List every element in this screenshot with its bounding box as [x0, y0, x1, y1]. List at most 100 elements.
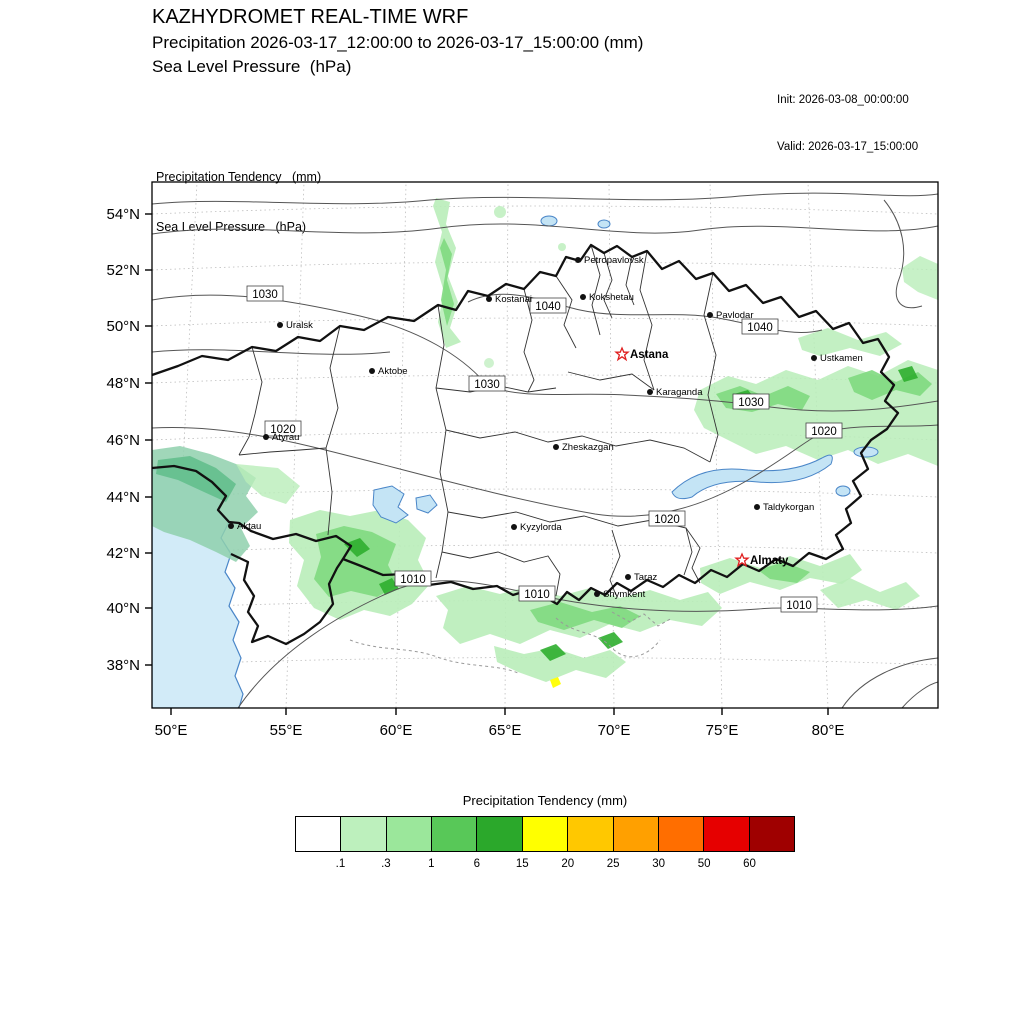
svg-text:1020: 1020	[654, 514, 680, 526]
axis-ticks	[145, 213, 829, 715]
precip-cell	[440, 238, 454, 326]
country-border	[152, 243, 900, 646]
lon-label: 65°E	[489, 722, 522, 739]
city-marker-karaganda: Karaganda	[647, 387, 703, 398]
city-dot	[553, 444, 559, 450]
colorbar-tick: 30	[652, 858, 666, 870]
precip-cell	[758, 562, 810, 583]
city-dot	[707, 312, 713, 318]
city-marker-zheskazgan: Zheskazgan	[553, 442, 614, 453]
capital-label: Astana	[630, 349, 669, 361]
svg-text:1030: 1030	[252, 289, 278, 301]
city-marker-ustkamen: Ustkamen	[811, 353, 863, 364]
lat-label: 52°N	[106, 262, 140, 279]
isobar-label: 1010	[518, 585, 556, 602]
city-marker-uralsk: Uralsk	[277, 320, 313, 331]
city-label: Petropavlovsk	[584, 255, 644, 266]
colorbar-title: Precipitation Tendency (mm)	[462, 793, 628, 808]
precip-cell	[530, 602, 640, 630]
isobar-label: 1040	[529, 297, 567, 314]
colorbar-cell	[613, 817, 659, 851]
capital-marker-almaty: Almaty	[734, 552, 789, 568]
precip-cell	[494, 646, 626, 682]
lakes	[372, 215, 879, 524]
colorbar-cell	[704, 817, 750, 851]
precip-cell	[344, 538, 370, 557]
precip-cell	[598, 632, 623, 649]
city-marker-taraz: Taraz	[625, 572, 657, 583]
precip-cell	[540, 644, 566, 661]
colorbar-tick: 20	[561, 858, 575, 870]
lat-axis-labels: 54°N 52°N 50°N 48°N 46°N 44°N 42°N 40°N …	[106, 206, 140, 674]
colorbar-tick: .3	[381, 858, 391, 870]
city-label: Zheskazgan	[562, 442, 614, 453]
lat-label: 44°N	[106, 489, 140, 506]
city-marker-atyrau: Atyrau	[263, 432, 299, 443]
capital-star-icon	[614, 346, 630, 362]
product-title: KAZHYDROMET REAL-TIME WRF	[152, 6, 469, 28]
isobar-label: 1030	[468, 375, 506, 392]
colorbar-cell	[296, 817, 342, 851]
colorbar-tick: 60	[743, 858, 756, 870]
colorbar-tick: 6	[473, 858, 480, 870]
init-time: Init: 2026-03-08_00:00:00	[777, 94, 909, 107]
city-dot	[228, 523, 234, 529]
precip-cell	[798, 328, 902, 356]
valid-time: Valid: 2026-03-17_15:00:00	[777, 140, 919, 153]
lake-alakol	[835, 485, 851, 497]
city-marker-petropavlovsk: Petropavlovsk	[575, 255, 644, 266]
city-label: Aktau	[237, 521, 261, 532]
lon-label: 75°E	[706, 722, 739, 739]
city-dot	[511, 524, 517, 530]
colorbar-tick: 25	[606, 858, 620, 870]
isobar-label: 1010	[780, 596, 818, 613]
svg-text:1020: 1020	[811, 426, 837, 438]
isobar-labels: 1030 1040 1040 1030 1030 1020 1020 1020 …	[246, 285, 843, 613]
city-marker-kyzylorda: Kyzylorda	[511, 522, 562, 533]
neighbor-borders	[349, 611, 673, 675]
colorbar-ticks: .1 .3 1 6 15 20 25 30 50 60	[295, 858, 795, 876]
capitals: Astana Almaty	[614, 346, 789, 568]
precipitation-shading	[152, 198, 938, 688]
lat-label: 50°N	[106, 318, 140, 335]
lat-label: 46°N	[106, 432, 140, 449]
precip-cell	[902, 256, 938, 300]
svg-text:1010: 1010	[786, 600, 812, 612]
lat-label: 38°N	[106, 657, 140, 674]
city-dot	[575, 257, 581, 263]
slp-subtitle: Sea Level Pressure (hPa)	[152, 57, 352, 76]
legend-precip-line: Precipitation Tendency (mm)	[156, 169, 322, 184]
city-label: Pavlodar	[716, 310, 754, 321]
precip-cell	[558, 243, 566, 251]
lat-label: 54°N	[106, 206, 140, 223]
city-marker-kostanai: Kostanai	[486, 294, 532, 305]
precip-cell	[236, 464, 300, 504]
colorbar-cell	[522, 817, 569, 851]
colorbar	[295, 816, 795, 852]
city-label: Atyrau	[272, 432, 299, 443]
lat-label: 40°N	[106, 600, 140, 617]
city-marker-aktobe: Aktobe	[369, 366, 408, 377]
colorbar-cell	[432, 817, 478, 851]
isobar-label: 1040	[741, 318, 779, 335]
city-dot	[754, 504, 760, 510]
city-label: Taldykorgan	[763, 502, 814, 513]
city-label: Karaganda	[656, 387, 703, 398]
city-dot	[263, 434, 269, 440]
city-marker-kokshetau: Kokshetau	[580, 292, 634, 303]
isobar-label: 1030	[732, 393, 770, 410]
isobar-label: 1020	[805, 422, 843, 439]
oblast-borders	[238, 244, 719, 597]
lat-label: 42°N	[106, 545, 140, 562]
city-label: Aktobe	[378, 366, 408, 377]
city-label: Kostanai	[495, 294, 532, 305]
precip-cell	[550, 677, 561, 688]
city-label: Uralsk	[286, 320, 313, 331]
colorbar-cell	[386, 817, 433, 851]
svg-text:1020: 1020	[270, 424, 296, 436]
svg-text:1040: 1040	[747, 322, 773, 334]
svg-text:1030: 1030	[474, 379, 500, 391]
north-lake	[597, 219, 611, 229]
colorbar-tick: 1	[428, 858, 435, 870]
